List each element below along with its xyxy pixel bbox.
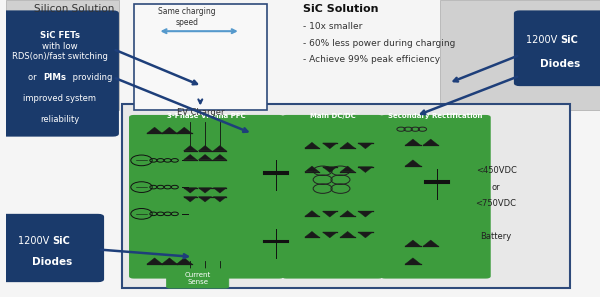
Polygon shape [305,231,319,237]
Polygon shape [199,154,212,160]
Polygon shape [176,127,192,133]
Text: SiC Solution: SiC Solution [303,4,379,15]
Polygon shape [323,211,337,217]
Polygon shape [340,142,355,148]
Polygon shape [405,160,421,166]
Text: 3-Phase Vienna PFC: 3-Phase Vienna PFC [167,113,246,119]
Text: or: or [28,73,39,82]
FancyBboxPatch shape [129,115,284,279]
Polygon shape [405,258,421,264]
Text: SiC: SiC [52,236,70,246]
FancyBboxPatch shape [122,104,571,288]
FancyBboxPatch shape [440,0,600,110]
Polygon shape [423,139,439,145]
Text: - 10x smaller: - 10x smaller [303,22,362,31]
Polygon shape [176,258,192,264]
Text: PIMs: PIMs [43,73,66,82]
Polygon shape [358,232,373,238]
Text: reliability: reliability [40,115,79,124]
FancyBboxPatch shape [380,115,491,279]
Text: with low: with low [42,42,77,51]
Polygon shape [305,166,319,172]
FancyBboxPatch shape [0,214,104,282]
Polygon shape [423,240,439,246]
Polygon shape [358,211,373,217]
Polygon shape [358,143,373,149]
Polygon shape [184,146,197,151]
FancyBboxPatch shape [166,269,229,288]
Text: Current
Sense: Current Sense [184,272,211,285]
Text: providing: providing [70,73,113,82]
Text: Diodes: Diodes [32,257,72,267]
Text: Secondary Rectification: Secondary Rectification [388,113,482,119]
Text: <450VDC: <450VDC [476,166,517,175]
Text: SiC FETs: SiC FETs [40,31,80,40]
Text: 1200V: 1200V [18,236,52,246]
Text: EV Charger: EV Charger [176,108,224,117]
Polygon shape [199,146,212,151]
Polygon shape [340,166,355,172]
Text: improved system: improved system [23,94,96,103]
Text: SiC: SiC [560,35,578,45]
Text: RDS(on)/fast switching: RDS(on)/fast switching [11,52,107,61]
Polygon shape [323,167,337,173]
FancyBboxPatch shape [6,0,119,110]
Text: Same charging
speed: Same charging speed [158,7,216,27]
FancyBboxPatch shape [514,10,600,86]
Text: or: or [492,183,500,192]
Text: 1200V: 1200V [526,35,560,45]
Polygon shape [323,232,337,238]
Polygon shape [147,258,162,264]
Polygon shape [214,197,226,202]
Text: Main DC/DC: Main DC/DC [310,113,355,119]
FancyBboxPatch shape [134,4,268,110]
Polygon shape [323,143,337,149]
FancyBboxPatch shape [0,10,119,137]
Polygon shape [214,146,226,151]
Text: <750VDC: <750VDC [476,199,517,208]
Polygon shape [184,154,197,160]
Text: - Achieve 99% peak efficiency: - Achieve 99% peak efficiency [303,55,440,64]
FancyBboxPatch shape [281,115,383,279]
Polygon shape [340,211,355,216]
Polygon shape [161,258,177,264]
Polygon shape [405,139,421,145]
Polygon shape [305,211,319,216]
Polygon shape [405,240,421,246]
Polygon shape [199,188,212,193]
Polygon shape [184,197,197,202]
Text: Silicon Solution: Silicon Solution [34,4,115,15]
Polygon shape [184,188,197,193]
Polygon shape [340,231,355,237]
Polygon shape [305,142,319,148]
Polygon shape [214,188,226,193]
Text: - 60% less power during charging: - 60% less power during charging [303,39,455,48]
Polygon shape [358,167,373,173]
Polygon shape [161,127,177,133]
Text: Battery: Battery [481,232,512,241]
Polygon shape [199,197,212,202]
Polygon shape [214,154,226,160]
Text: Diodes: Diodes [540,59,580,69]
Polygon shape [147,127,162,133]
